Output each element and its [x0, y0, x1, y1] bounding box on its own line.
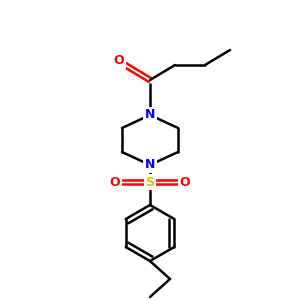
Text: O: O	[180, 176, 190, 188]
Text: O: O	[114, 55, 124, 68]
Text: N: N	[145, 109, 155, 122]
Text: O: O	[110, 176, 120, 188]
Text: N: N	[145, 158, 155, 172]
Text: S: S	[146, 176, 154, 188]
